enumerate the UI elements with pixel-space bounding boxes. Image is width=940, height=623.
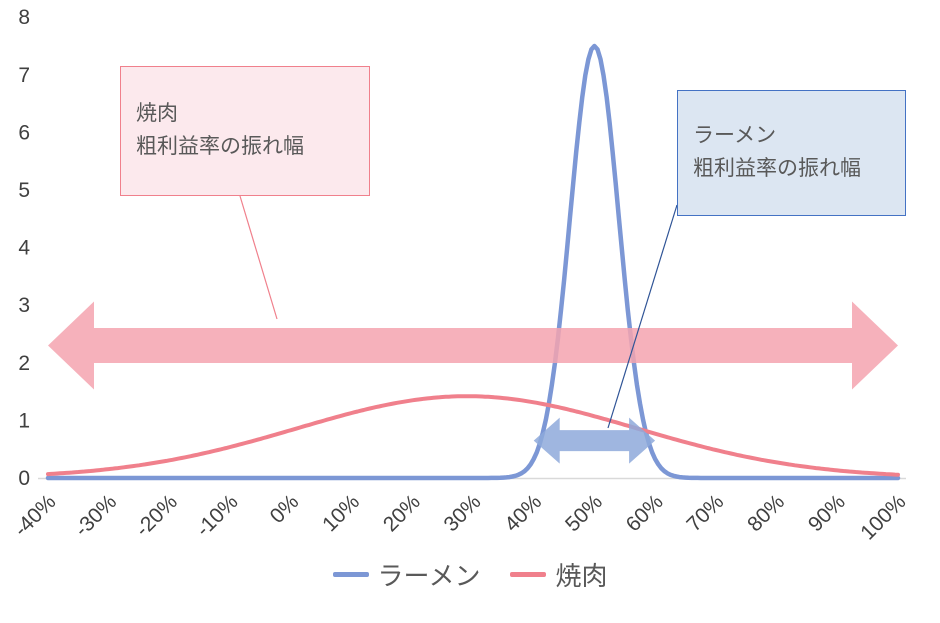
ramen-range-arrow[interactable] [533,417,656,464]
x-tick-label: -30% [70,490,121,541]
y-tick-label: 1 [18,409,30,432]
yakiniku-curve[interactable] [46,394,900,477]
x-tick-label: -10% [192,490,243,541]
y-tick-label: 2 [18,352,30,375]
y-tick-label: 7 [18,64,30,87]
ramen-leader-line [607,204,678,429]
x-tick-label: 100% [856,490,910,544]
x-tick-label: 10% [318,490,364,536]
x-tick-label: 70% [682,490,728,536]
legend-item-yakiniku[interactable]: 焼肉 [510,556,607,593]
x-tick-label: 40% [500,490,546,536]
y-tick-label: 0 [18,467,30,490]
yakiniku-callout-line1: 焼肉 [136,102,178,126]
yakiniku-line-swatch [510,572,547,577]
x-tick-label: -20% [131,490,182,541]
yakiniku-range-arrow[interactable] [48,301,898,390]
x-tick-label: 80% [743,490,789,536]
yakiniku-callout[interactable]: 焼肉 粗利益率の振れ幅 [120,66,370,196]
x-tick-label: 60% [622,490,668,536]
ramen-callout-line1: ラーメン [693,124,777,148]
x-tick-label: 0% [266,490,304,528]
y-tick-label: 6 [18,121,30,144]
yakiniku-leader-line [239,195,278,320]
legend-label-ramen: ラーメン [377,561,481,591]
x-tick-label: 50% [561,490,607,536]
ramen-line-swatch [332,572,369,577]
x-tick-label: 30% [440,490,486,536]
yakiniku-callout-line2: 粗利益率の振れ幅 [136,135,304,158]
legend-label-yakiniku: 焼肉 [555,561,608,591]
ramen-curve[interactable] [45,43,901,481]
chart-legend: ラーメン 焼肉 [0,556,940,593]
y-tick-label: 5 [18,179,30,202]
x-tick-label: 90% [804,490,850,536]
x-tick-label: -40% [10,490,61,541]
legend-item-ramen[interactable]: ラーメン [332,556,481,593]
x-tick-label: 20% [379,490,425,536]
y-tick-label: 4 [18,237,30,260]
y-tick-label: 8 [18,6,30,29]
y-tick-label: 3 [18,294,30,317]
ramen-callout-line2: 粗利益率の振れ幅 [693,157,861,180]
ramen-callout[interactable]: ラーメン 粗利益率の振れ幅 [677,90,906,216]
